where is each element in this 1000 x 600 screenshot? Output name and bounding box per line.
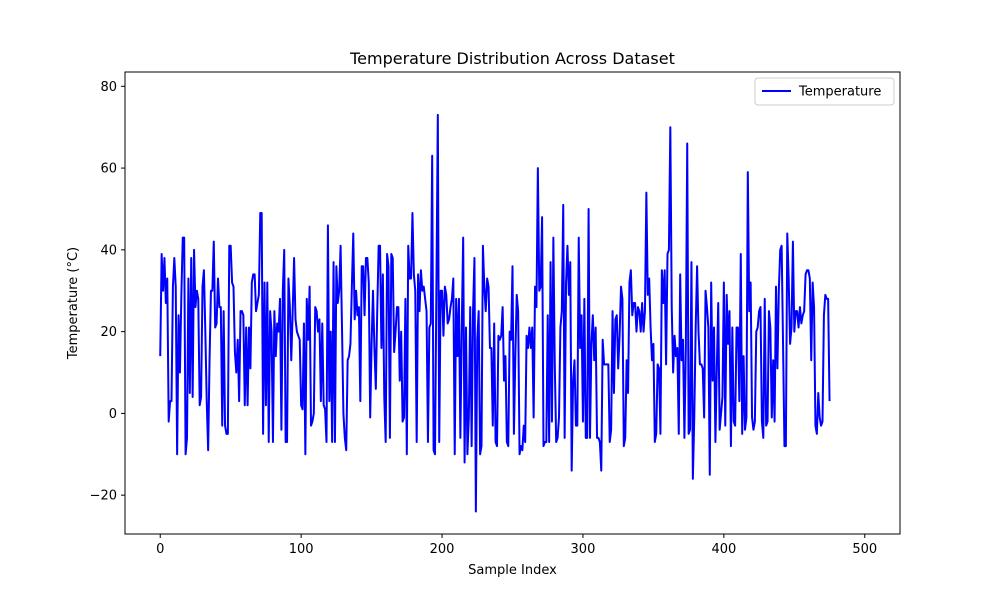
legend-label-temperature: Temperature	[798, 85, 881, 100]
y-tick-label: 20	[100, 325, 117, 340]
x-tick-label: 500	[852, 542, 877, 557]
y-axis-label: Temperature (°C)	[66, 247, 81, 360]
x-tick-label: 0	[156, 542, 164, 557]
x-tick-label: 400	[711, 542, 736, 557]
x-tick-label: 100	[289, 542, 314, 557]
y-tick-label: −20	[90, 489, 117, 504]
temperature-series-line	[159, 113, 831, 513]
legend-box	[754, 77, 895, 106]
chart-title: Temperature Distribution Across Dataset	[349, 49, 675, 68]
plot-area	[159, 113, 831, 513]
y-tick-label: 40	[100, 243, 117, 258]
x-tick-label: 300	[571, 542, 596, 557]
x-tick-label: 200	[430, 542, 455, 557]
x-axis-ticks: 0 100 200 300 400 500	[156, 534, 877, 557]
y-tick-label: 80	[100, 80, 117, 95]
x-axis-label: Sample Index	[468, 563, 557, 578]
y-tick-label: 0	[109, 407, 117, 422]
axes-frame	[124, 71, 901, 535]
legend: Temperature	[754, 77, 895, 106]
y-axis-ticks: −20 0 20 40 60 80	[90, 80, 125, 504]
y-tick-label: 60	[100, 162, 117, 177]
